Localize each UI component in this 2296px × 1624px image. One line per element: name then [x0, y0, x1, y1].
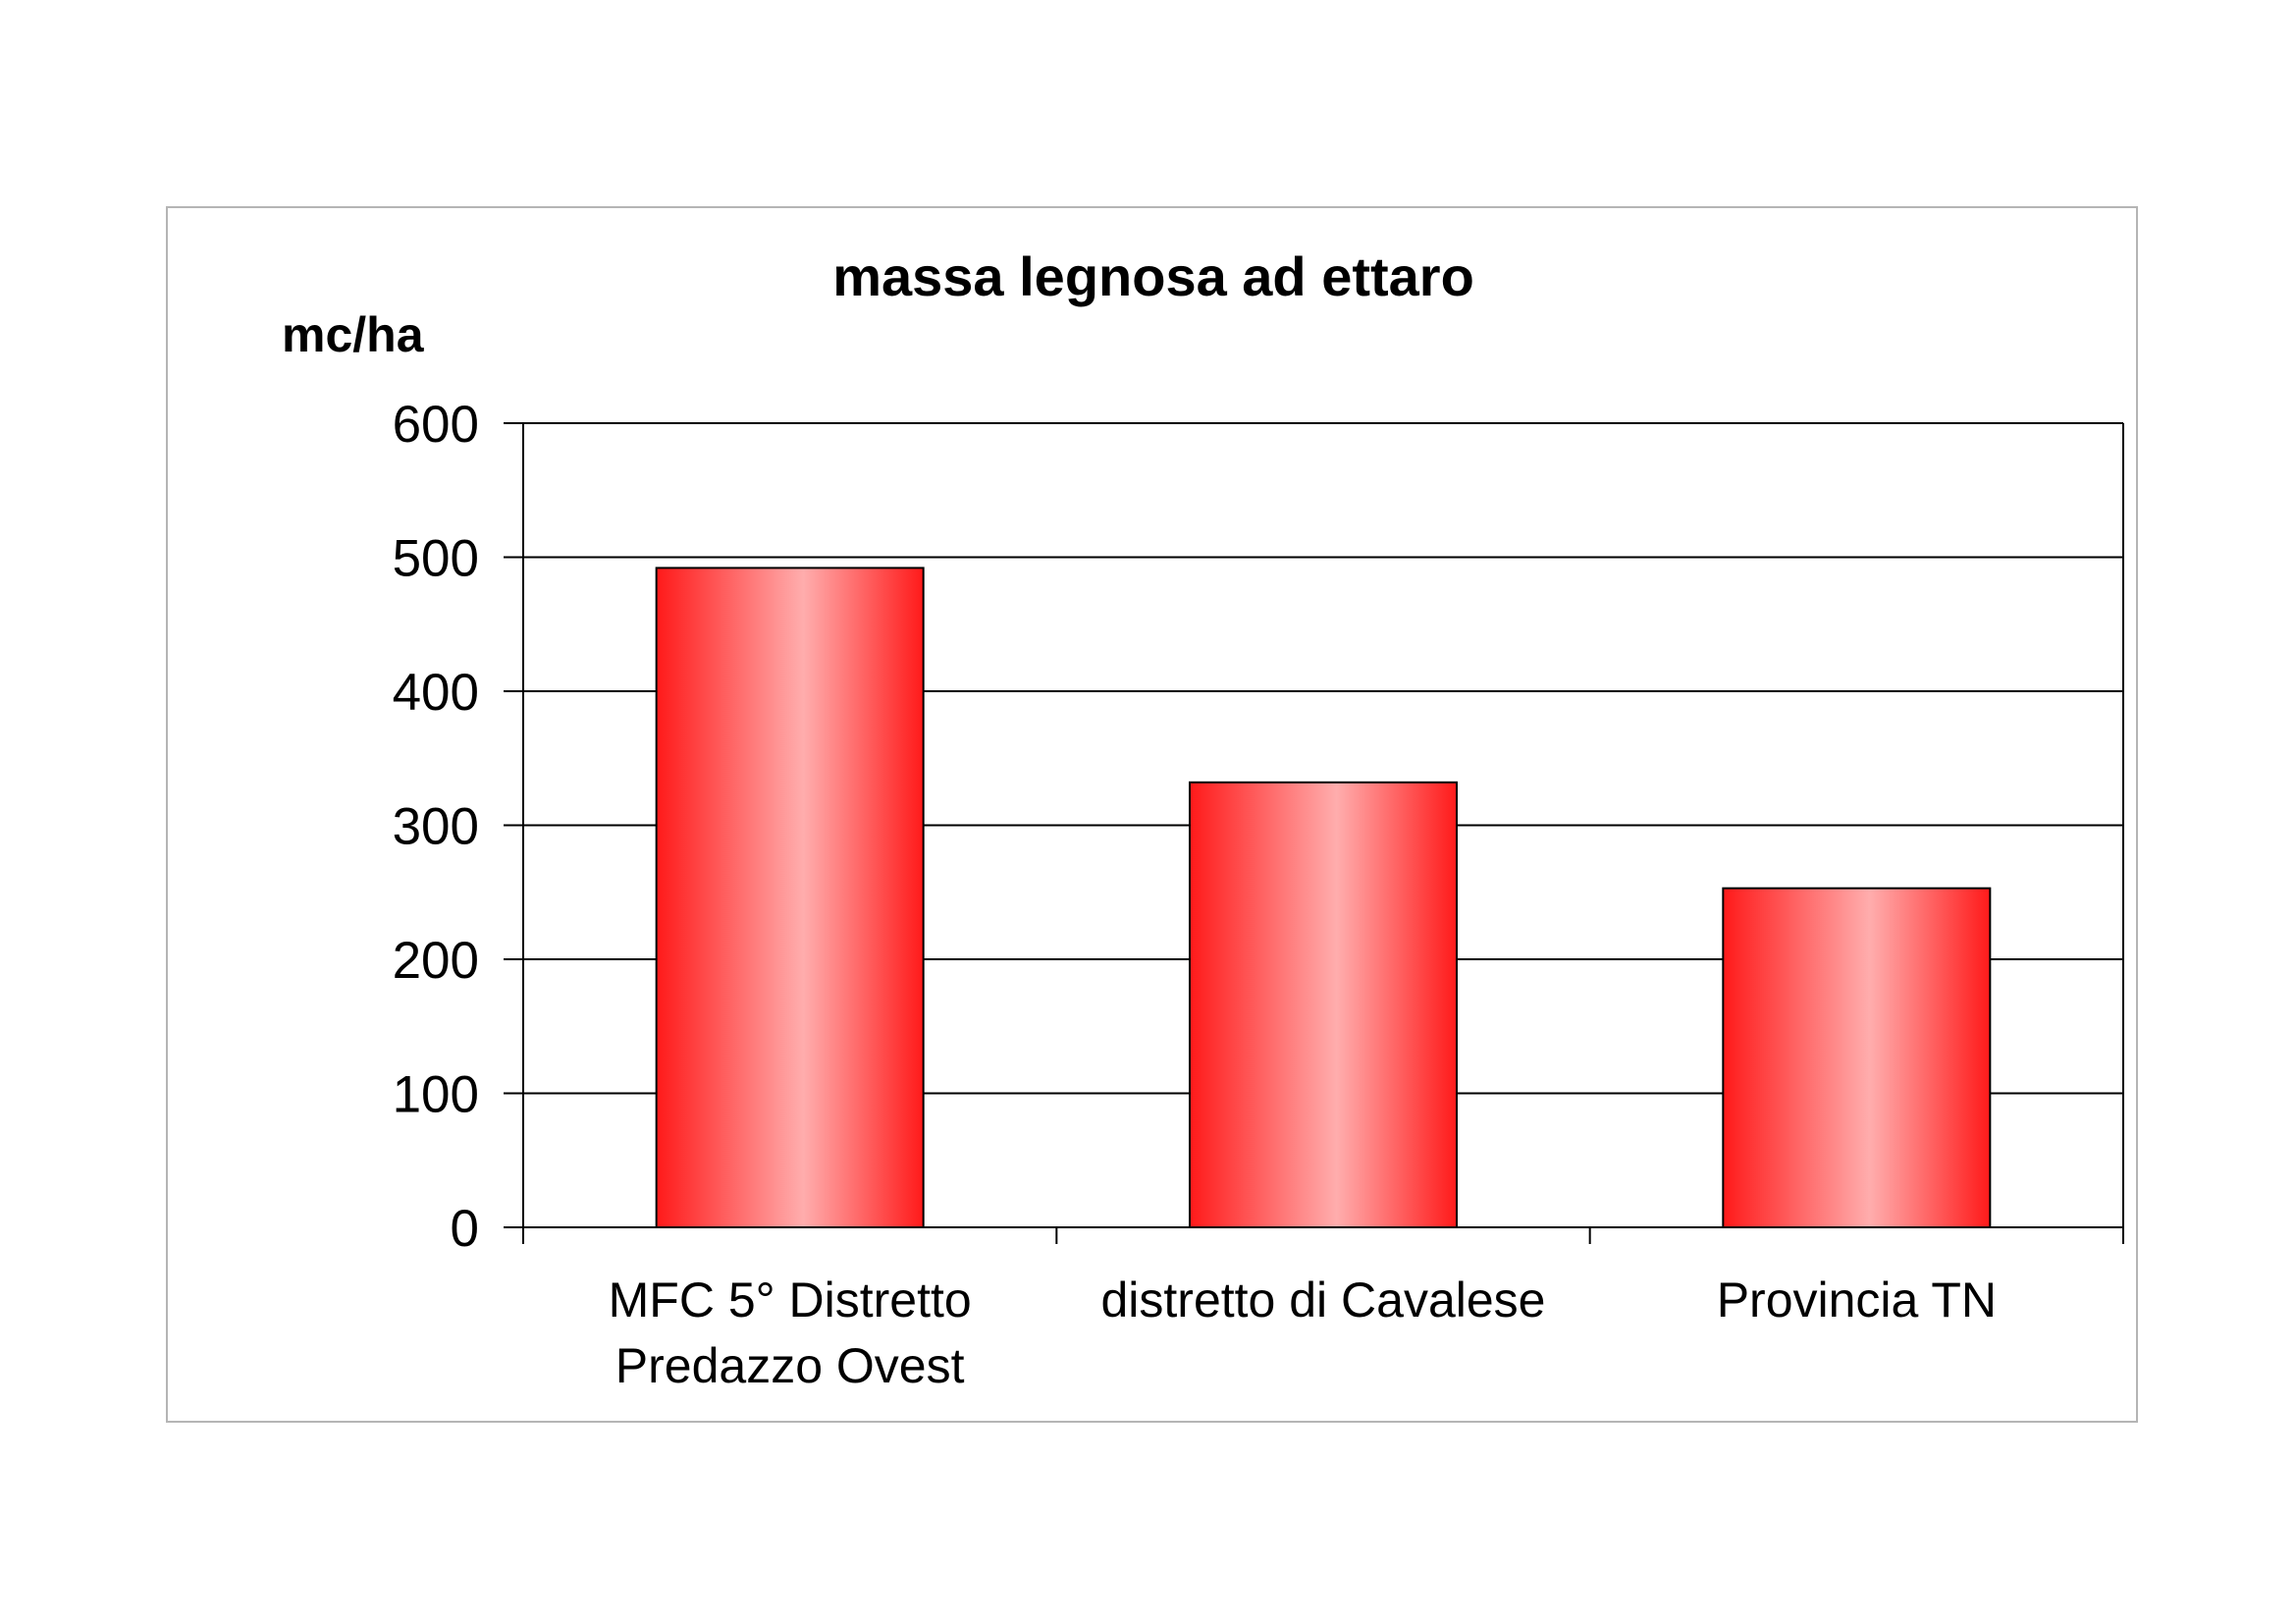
y-tick-label: 500 — [393, 530, 479, 588]
axes — [504, 422, 2124, 1244]
chart-title: massa legnosa ad ettaro — [832, 245, 1474, 307]
y-tick-labels: 0 100 200 300 400 500 600 — [393, 396, 479, 1258]
y-tick-label: 400 — [393, 664, 479, 722]
y-tick-label: 200 — [393, 932, 479, 990]
category-label-line: Provincia TN — [1717, 1272, 1997, 1327]
y-tick-label: 0 — [451, 1200, 479, 1258]
y-axis-unit-label: mc/ha — [282, 307, 425, 362]
bar — [1189, 781, 1458, 1228]
category-label: distretto di Cavalese — [1100, 1272, 1545, 1327]
bar — [655, 567, 925, 1228]
bars — [655, 567, 1992, 1229]
category-labels: MFC 5° Distretto Predazzo Ovest distretto … — [609, 1272, 1997, 1393]
category-label: Provincia TN — [1717, 1272, 1997, 1327]
y-tick-label: 300 — [393, 798, 479, 856]
y-tick-label: 600 — [393, 396, 479, 454]
category-label: MFC 5° Distretto Predazzo Ovest — [609, 1272, 972, 1393]
category-label-line: MFC 5° Distretto — [609, 1272, 972, 1327]
category-label-line: distretto di Cavalese — [1100, 1272, 1545, 1327]
category-label-line: Predazzo Ovest — [615, 1338, 965, 1393]
bar — [1722, 887, 1992, 1229]
y-tick-label: 100 — [393, 1066, 479, 1124]
